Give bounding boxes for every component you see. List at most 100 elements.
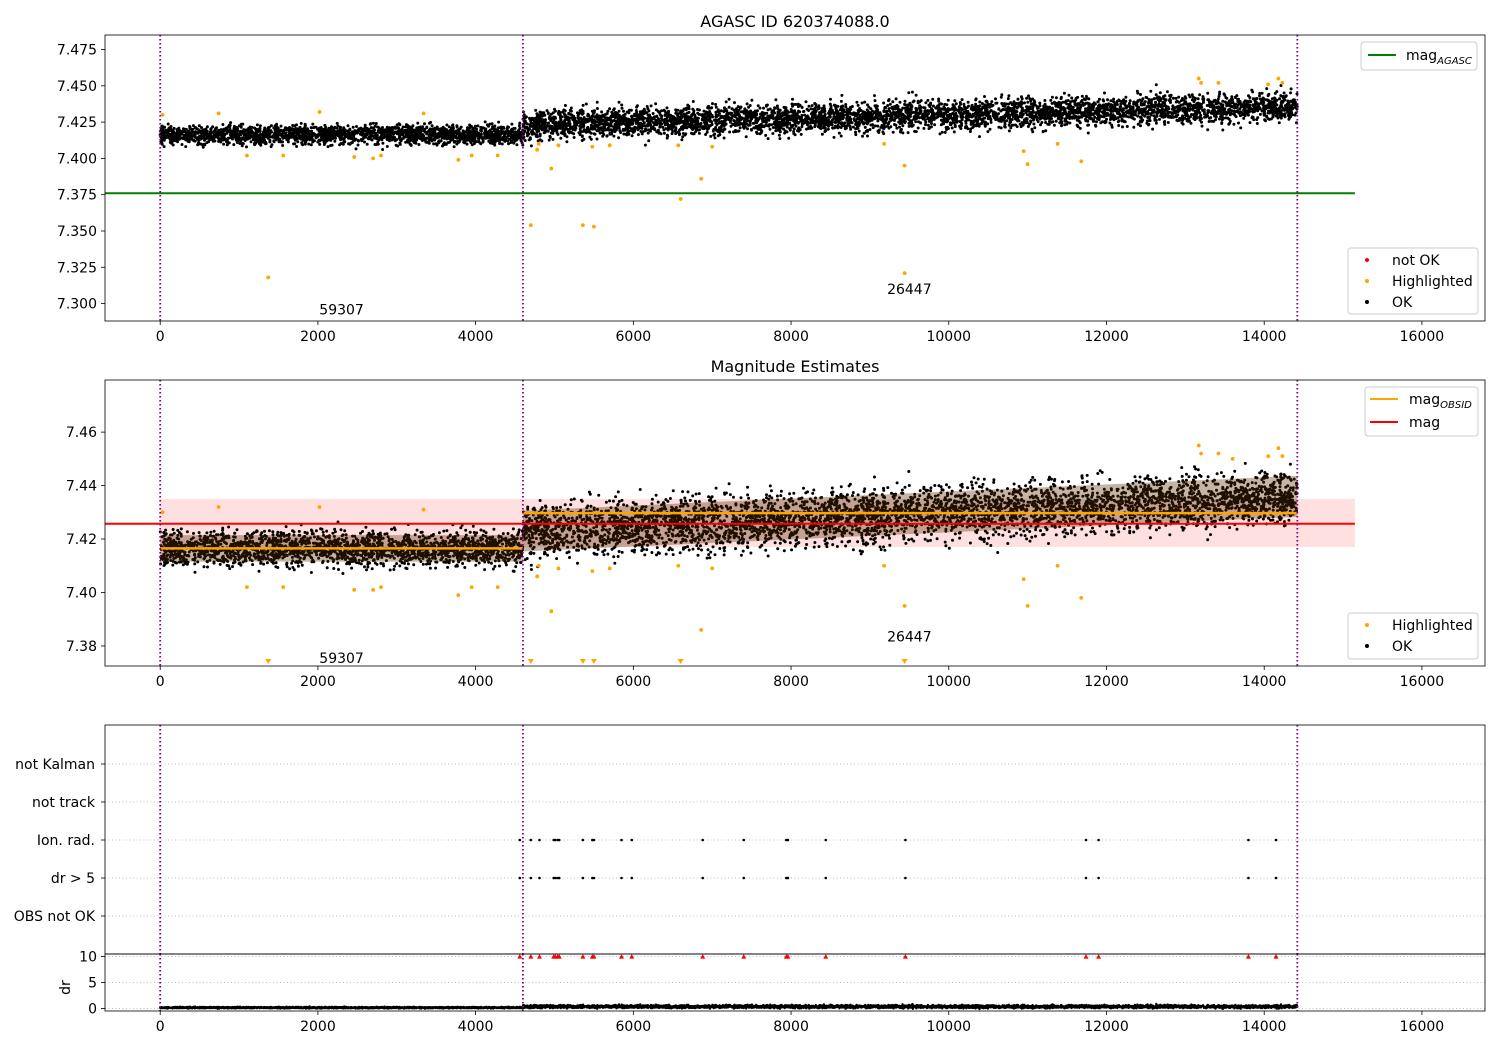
dr-capped-marker	[1083, 954, 1089, 959]
offscale-marker	[590, 659, 597, 664]
obsid-annotation: 59307	[319, 651, 364, 667]
highlighted-point	[352, 587, 357, 592]
legend-dot-swatch	[1365, 623, 1369, 627]
highlighted-point	[882, 563, 887, 568]
flag-point	[1084, 876, 1088, 880]
highlighted-point	[710, 566, 715, 571]
highlighted-point	[421, 111, 426, 116]
highlighted-point	[469, 153, 474, 158]
dr-capped-marker	[902, 954, 908, 959]
p0-xtick-label: 10000	[926, 329, 971, 345]
obsid-annotation: 26447	[887, 282, 932, 298]
flag-point	[518, 838, 522, 842]
p3-xtick-label: 14000	[1242, 1019, 1287, 1035]
offscale-marker	[901, 659, 908, 664]
p0-ytick-label: 7.450	[57, 79, 97, 95]
highlighted-point	[556, 143, 561, 148]
dr-capped-marker	[1273, 954, 1279, 959]
p0-xtick-label: 14000	[1242, 329, 1287, 345]
highlighted-point	[379, 585, 383, 590]
highlighted-point	[216, 111, 221, 116]
p1-xtick-label: 8000	[773, 674, 809, 690]
highlighted-point	[281, 585, 286, 590]
p1-xtick-label: 2000	[300, 674, 336, 690]
highlighted-point	[352, 155, 357, 159]
axes-frame	[104, 379, 1486, 667]
flag-point	[1097, 876, 1100, 880]
p0-ytick-label: 7.375	[57, 188, 97, 204]
flag-row-label: not track	[32, 795, 96, 811]
flag-point	[538, 838, 541, 842]
dr-capped-marker	[528, 954, 534, 959]
p0-ytick-label: 7.325	[57, 260, 97, 276]
highlighted-point	[676, 563, 681, 568]
ok-points	[158, 120, 525, 151]
highlighted-point	[590, 569, 595, 574]
highlighted-point	[882, 141, 887, 146]
highlighted-point	[281, 153, 286, 158]
highlighted-point	[456, 157, 461, 162]
flag-point	[701, 838, 705, 842]
p0-xtick-label: 12000	[1084, 329, 1129, 345]
highlighted-point	[1216, 81, 1221, 85]
p1-xtick-label: 16000	[1400, 674, 1445, 690]
flag-point	[701, 876, 705, 880]
p0-xtick-label: 8000	[773, 329, 809, 345]
legend-label: not OK	[1392, 253, 1440, 269]
highlighted-point	[580, 223, 585, 228]
dr-capped-marker	[580, 954, 586, 959]
p1-ytick-label: 7.38	[66, 639, 97, 655]
offscale-marker	[265, 659, 272, 664]
p3-xtick-label: 6000	[616, 1019, 652, 1035]
highlighted-point	[902, 603, 907, 608]
offscale-marker	[677, 659, 684, 664]
obsid-annotation: 59307	[319, 302, 364, 318]
flag-point	[592, 838, 596, 842]
highlighted-point	[160, 112, 165, 117]
flag-point	[786, 838, 790, 842]
highlighted-point	[495, 585, 500, 590]
flag-point	[581, 838, 585, 842]
flag-point	[1097, 838, 1100, 842]
flag-point	[553, 838, 557, 842]
p1-xtick-label: 4000	[458, 674, 494, 690]
flag-point	[742, 876, 746, 880]
highlighted-point	[495, 153, 500, 158]
highlighted-point	[1025, 603, 1030, 608]
highlighted-point	[1055, 141, 1060, 146]
legend-dot-swatch	[1365, 644, 1369, 648]
highlighted-point	[379, 153, 383, 158]
chart-title: AGASC ID 620374088.0	[700, 12, 889, 31]
flag-point	[630, 876, 634, 880]
flag-point	[581, 876, 585, 880]
p3-xtick-label: 8000	[773, 1019, 809, 1035]
highlighted-point	[1280, 81, 1285, 85]
dr-capped-marker	[556, 954, 562, 959]
flag-point	[620, 876, 623, 880]
flag-point	[1274, 838, 1278, 842]
highlighted-point	[902, 271, 907, 275]
offscale-marker	[579, 659, 586, 664]
magnitude-estimates-panel: Magnitude Estimates 59307 26447 0 2000 4000 60…	[66, 357, 1486, 690]
dr-capped-marker	[1245, 954, 1251, 959]
highlighted-point	[549, 166, 554, 171]
flag-point	[518, 876, 522, 880]
p0-xtick-label: 4000	[458, 329, 494, 345]
highlighted-point	[607, 566, 612, 571]
flag-point	[557, 838, 561, 842]
highlighted-point	[1196, 76, 1201, 81]
axes-frame	[104, 34, 1486, 322]
flag-point	[557, 876, 561, 880]
highlighted-point	[371, 587, 376, 592]
highlighted-point	[699, 176, 704, 181]
p3-xtick-label: 4000	[458, 1019, 494, 1035]
p3-ytick-label: 0	[88, 1001, 97, 1017]
dr-capped-marker	[1096, 954, 1102, 959]
flag-point	[786, 876, 790, 880]
p1-ytick-label: 7.40	[66, 585, 97, 601]
highlighted-point	[1196, 443, 1201, 448]
p1-xtick-label: 14000	[1242, 674, 1287, 690]
highlighted-point	[676, 143, 681, 148]
p1-xtick-label: 12000	[1084, 674, 1129, 690]
obsid-annotation: 26447	[887, 630, 932, 646]
